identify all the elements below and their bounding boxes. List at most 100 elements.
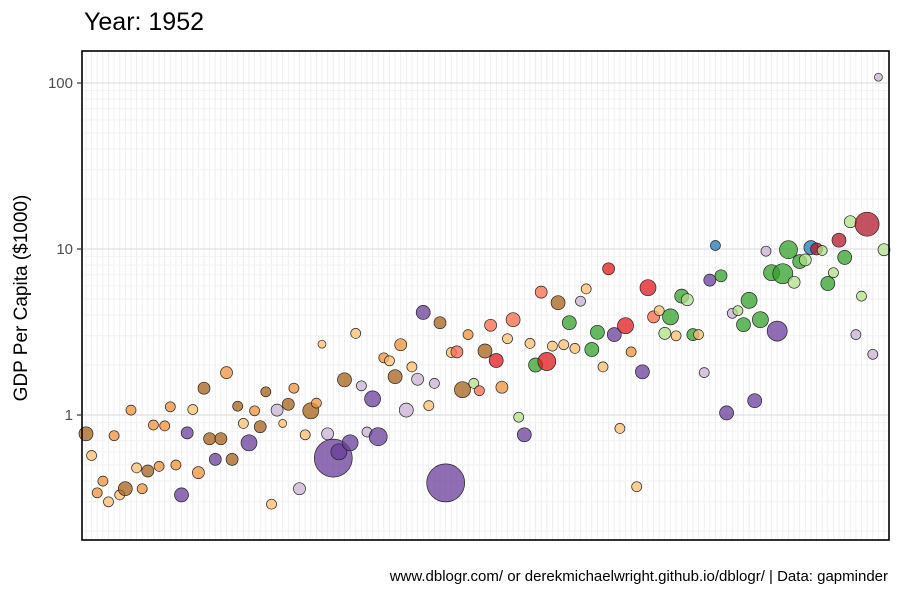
- data-point: [680, 293, 694, 307]
- data-point: [714, 269, 728, 283]
- data-point: [513, 411, 525, 423]
- data-point: [266, 498, 277, 510]
- data-point: [740, 292, 758, 309]
- data-point: [197, 381, 211, 395]
- data-point: [398, 402, 414, 418]
- data-point: [411, 372, 424, 386]
- data-point: [474, 385, 485, 397]
- data-point: [406, 361, 418, 373]
- data-point: [766, 320, 788, 342]
- data-point: [772, 263, 794, 285]
- data-point: [384, 355, 395, 367]
- data-point: [387, 369, 403, 385]
- data-point: [350, 328, 362, 339]
- data-point: [698, 367, 710, 378]
- data-point: [747, 393, 763, 409]
- data-point: [816, 245, 828, 256]
- chart-caption: www.dblogr.com/ or derekmichaelwright.gi…: [389, 568, 888, 585]
- data-point: [148, 419, 159, 431]
- data-point: [225, 453, 239, 466]
- grid: [82, 51, 889, 540]
- data-point: [220, 366, 233, 379]
- data-point: [488, 353, 504, 368]
- data-point: [311, 397, 322, 409]
- data-point: [180, 426, 194, 440]
- data-point: [426, 463, 466, 503]
- data-point: [550, 295, 566, 311]
- data-point: [187, 404, 199, 415]
- data-point: [732, 305, 744, 317]
- data-point: [174, 487, 189, 503]
- data-point: [837, 250, 853, 265]
- data-point: [364, 390, 381, 408]
- data-point: [454, 381, 471, 399]
- data-point: [330, 443, 348, 461]
- data-point: [278, 419, 288, 428]
- data-point: [495, 380, 509, 394]
- y-tick-label: 1: [65, 407, 73, 424]
- data-point: [368, 427, 388, 447]
- data-point: [854, 211, 880, 237]
- data-point: [450, 345, 464, 359]
- data-point: [468, 378, 480, 389]
- data-point: [415, 305, 431, 320]
- data-points: [78, 72, 891, 510]
- plot-panel-border: [81, 50, 890, 541]
- data-point: [561, 315, 577, 331]
- data-point: [505, 312, 521, 328]
- data-point: [752, 311, 769, 329]
- data-point: [798, 253, 812, 267]
- data-point: [159, 420, 171, 432]
- data-point: [240, 434, 258, 452]
- data-point: [524, 338, 536, 349]
- data-point: [86, 450, 97, 461]
- data-point: [299, 429, 311, 441]
- data-point: [537, 352, 557, 371]
- data-point: [850, 329, 862, 340]
- data-point: [238, 418, 249, 429]
- y-tick-label: 10: [56, 241, 73, 258]
- data-point: [703, 273, 717, 287]
- data-point: [843, 215, 857, 229]
- data-point: [719, 405, 734, 421]
- data-point: [828, 267, 839, 279]
- data-point: [281, 397, 295, 411]
- data-point: [153, 461, 165, 472]
- data-point: [103, 496, 114, 508]
- data-point: [874, 72, 883, 82]
- data-point: [117, 481, 133, 497]
- data-point: [631, 481, 643, 493]
- data-point: [580, 283, 592, 295]
- data-point: [590, 324, 605, 340]
- data-point: [131, 462, 142, 474]
- data-point: [635, 364, 650, 380]
- data-point: [597, 361, 609, 373]
- data-point: [534, 285, 548, 299]
- data-point: [558, 339, 570, 351]
- data-point: [125, 404, 137, 416]
- data-point: [569, 343, 581, 354]
- data-point: [293, 482, 306, 496]
- data-point: [91, 487, 103, 499]
- data-point: [736, 317, 751, 333]
- data-point: [462, 329, 474, 340]
- data-point: [575, 295, 586, 307]
- data-point: [760, 245, 772, 257]
- data-point: [614, 423, 626, 434]
- data-point: [356, 380, 367, 392]
- data-point: [867, 348, 879, 360]
- data-point: [394, 338, 408, 352]
- data-point: [192, 466, 205, 479]
- data-point: [429, 378, 440, 389]
- data-point: [710, 240, 721, 251]
- data-point: [208, 453, 222, 466]
- data-point: [856, 290, 867, 302]
- data-point: [108, 430, 120, 442]
- data-point: [423, 400, 435, 411]
- data-point: [693, 329, 704, 340]
- data-point: [516, 427, 532, 443]
- data-point: [321, 427, 334, 441]
- data-point: [502, 333, 513, 345]
- data-point: [617, 317, 634, 335]
